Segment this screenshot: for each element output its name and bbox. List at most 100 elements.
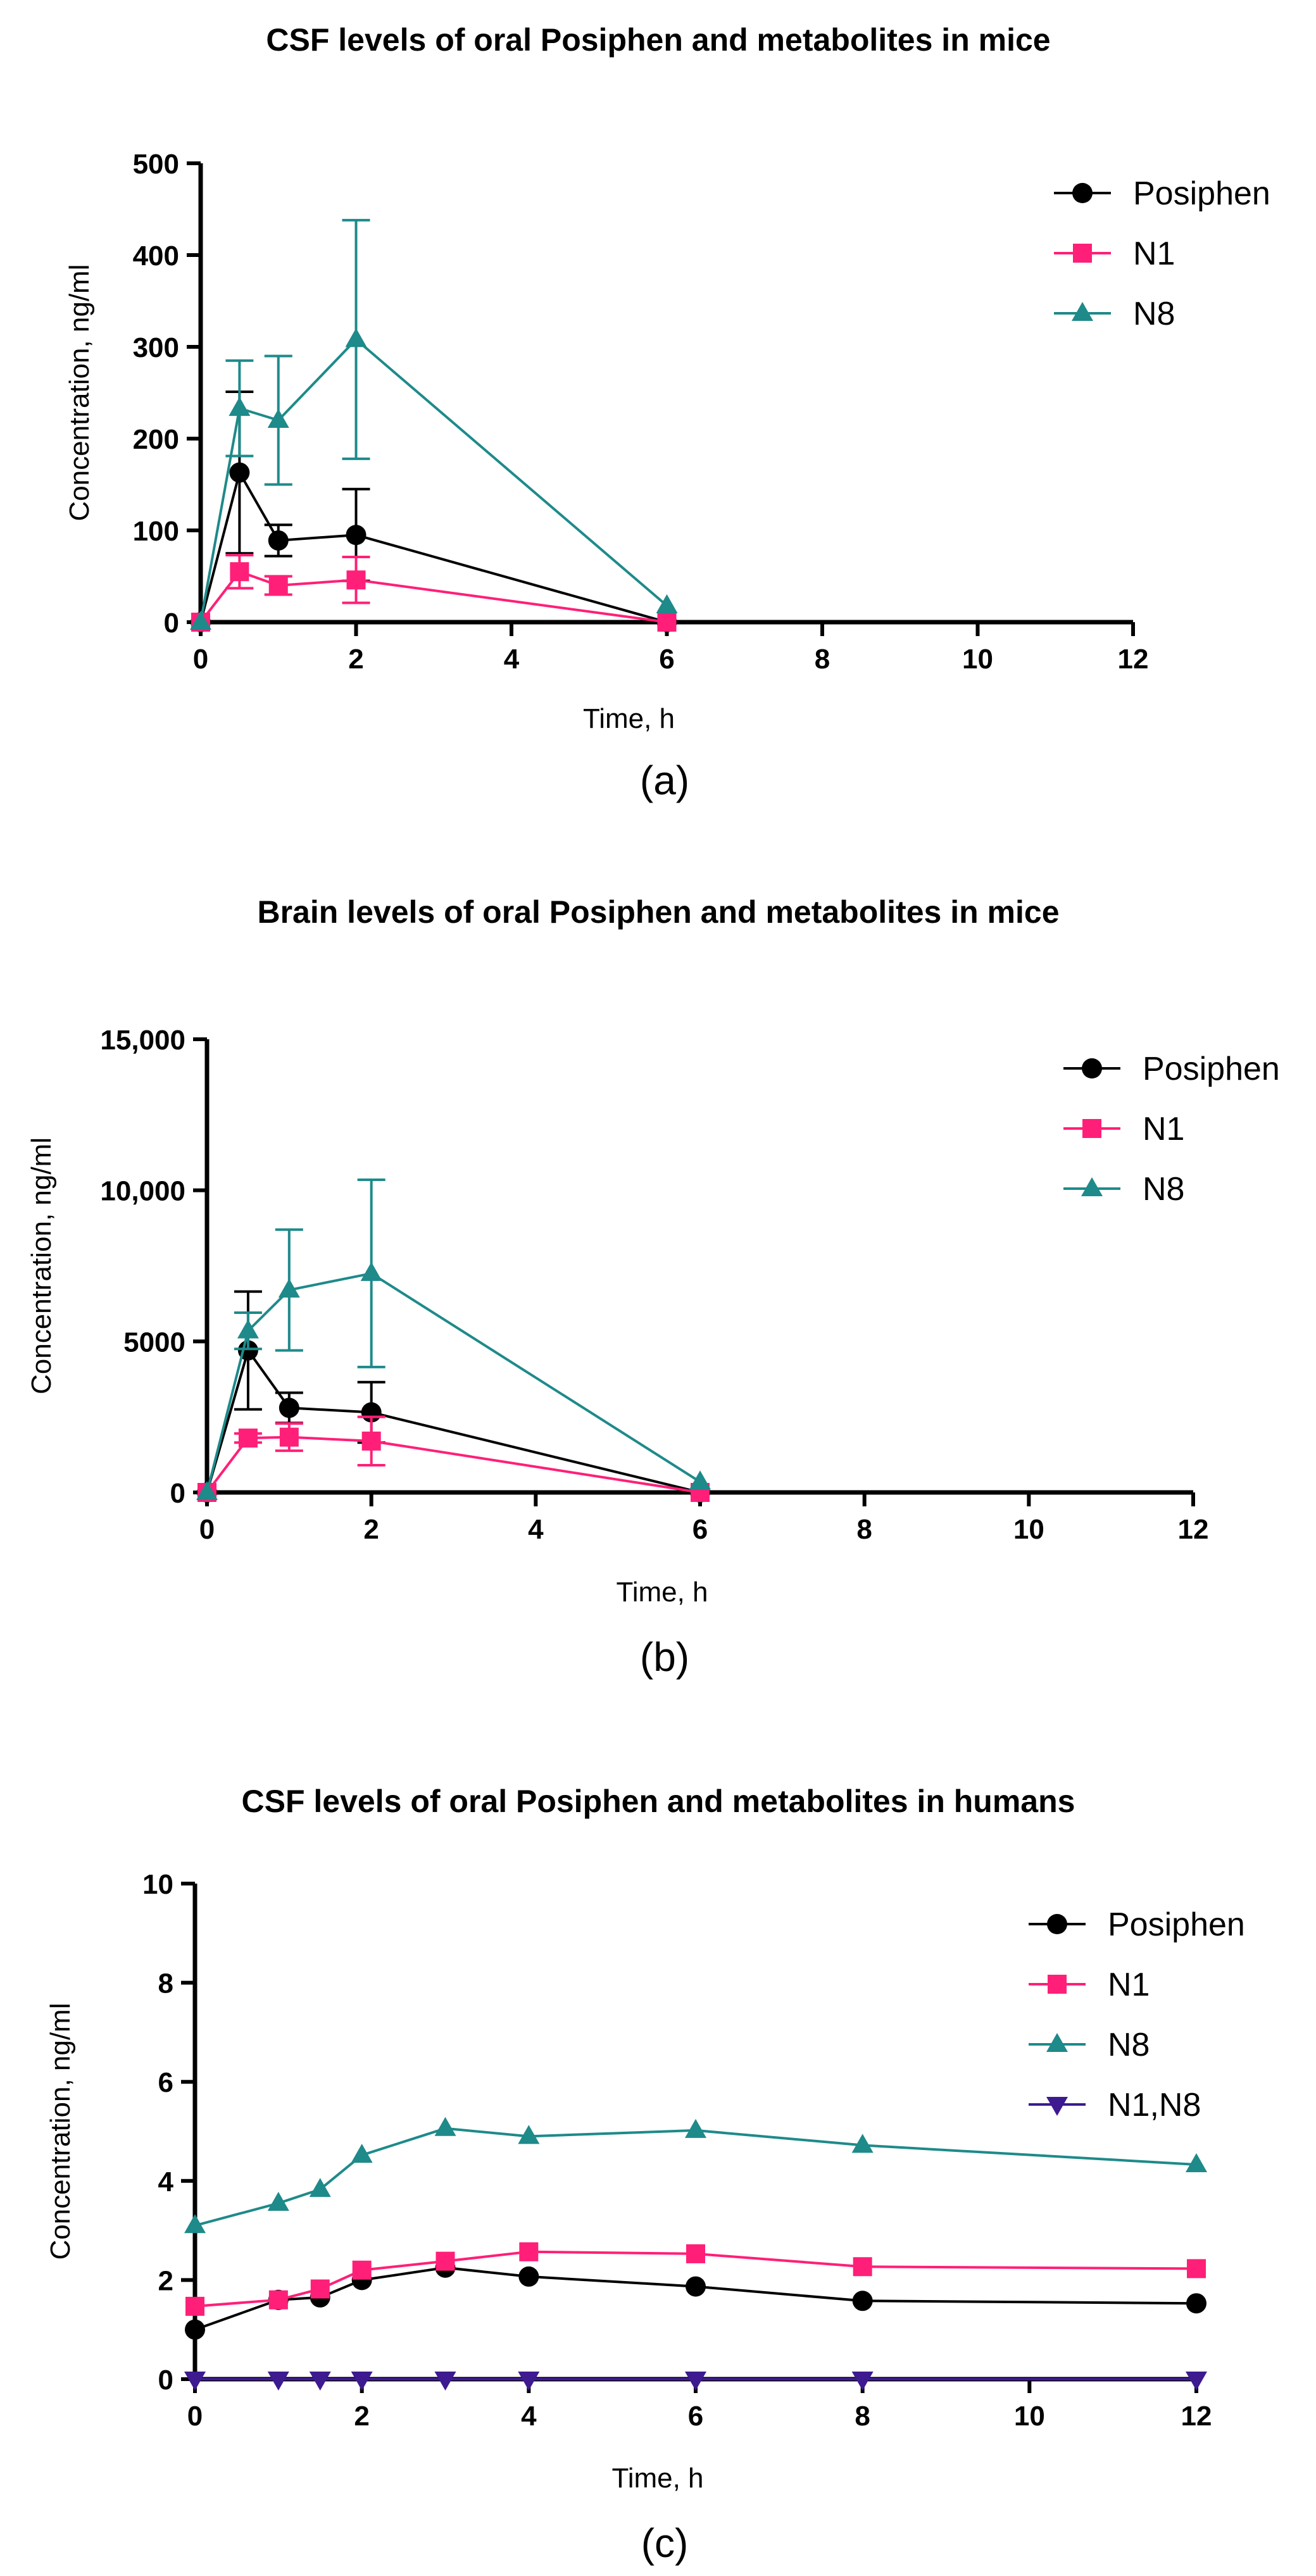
legend-item-n8: N8: [1063, 1171, 1184, 1208]
data-point-n1-n8: [267, 2372, 289, 2391]
y-tick-label: 0: [170, 1478, 185, 1509]
data-point-n8: [309, 2178, 331, 2198]
data-point-n8: [656, 594, 678, 613]
x-tick-label: 12: [1118, 644, 1149, 675]
chart-panel-a: CSF levels of oral Posiphen and metaboli…: [0, 0, 1316, 848]
data-point-posiphen: [518, 2266, 539, 2287]
data-point-n1: [853, 2257, 872, 2277]
x-axis-label: Time, h: [611, 2463, 703, 2494]
panel-caption: (b): [640, 1634, 689, 1680]
chart-panel-c: CSF levels of oral Posiphen and metaboli…: [0, 1696, 1316, 2576]
series-line-posiphen: [206, 1347, 701, 1494]
series-n8: [190, 218, 678, 630]
data-point-n8: [196, 1481, 218, 1500]
x-tick-label: 6: [688, 2401, 703, 2432]
data-point-n1: [361, 1431, 381, 1451]
legend-label: N1: [1133, 235, 1175, 272]
y-tick-label: 5000: [123, 1327, 185, 1358]
y-tick-label: 0: [164, 608, 179, 639]
data-point-n8: [685, 2118, 706, 2138]
data-point-n8: [1186, 2153, 1207, 2172]
data-point-n1: [657, 613, 677, 632]
data-point-n1-n8: [184, 2372, 206, 2391]
legend-item-posiphen: Posiphen: [1029, 1906, 1245, 1943]
legend: Posiphen N1 N8: [1063, 1051, 1280, 1208]
data-point-n8: [434, 2116, 456, 2136]
panel-caption: (a): [640, 758, 689, 803]
x-tick-label: 6: [659, 644, 674, 675]
data-point-n8: [184, 2214, 206, 2234]
chart-brain-mice: Brain levels of oral Posiphen and metabo…: [26, 894, 1280, 1680]
legend-marker: [1072, 183, 1093, 203]
data-point-posiphen: [686, 2276, 706, 2297]
legend: Posiphen N1 N8: [1054, 175, 1270, 332]
y-tick-label: 15,000: [100, 1025, 185, 1056]
data-point-n1-n8: [351, 2372, 373, 2391]
x-tick-label: 10: [1014, 2401, 1045, 2432]
data-point-n8: [278, 1279, 300, 1298]
series-posiphen: [185, 2257, 1206, 2340]
data-point-n1: [238, 1429, 258, 1448]
x-tick-label: 8: [856, 1514, 872, 1545]
data-point-n1: [436, 2251, 455, 2271]
y-tick-label: 10: [142, 1869, 173, 1900]
legend-item-n8: N8: [1054, 296, 1175, 332]
x-tick-label: 6: [692, 1514, 708, 1545]
series-line-n8: [194, 2127, 1197, 2227]
data-point-n8: [267, 2192, 289, 2211]
legend-item-n1-n8: N1,N8: [1029, 2087, 1201, 2123]
data-point-n8: [689, 1470, 711, 1490]
y-tick-label: 500: [133, 149, 179, 180]
data-point-n1-n8: [434, 2372, 456, 2391]
chart-title: Brain levels of oral Posiphen and metabo…: [257, 894, 1059, 930]
data-point-n1: [686, 2244, 705, 2263]
data-point-posiphen: [279, 1397, 299, 1418]
legend-label: N1: [1108, 1966, 1150, 2003]
legend-marker: [1047, 1914, 1067, 1934]
legend-label: Posiphen: [1143, 1051, 1280, 1087]
data-point-n1: [352, 2260, 372, 2280]
legend-marker: [1048, 1975, 1067, 1994]
data-point-n1: [268, 576, 288, 595]
x-tick-label: 2: [363, 1514, 379, 1545]
chart-panel-b: Brain levels of oral Posiphen and metabo…: [0, 848, 1316, 1696]
x-tick-label: 12: [1181, 2401, 1212, 2432]
chart-csf-mice: CSF levels of oral Posiphen and metaboli…: [64, 22, 1270, 803]
legend-marker: [1082, 1119, 1101, 1138]
x-tick-label: 12: [1178, 1514, 1209, 1545]
y-tick-label: 0: [158, 2365, 173, 2396]
legend-marker: [1072, 302, 1093, 321]
data-point-n1: [1187, 2259, 1206, 2279]
x-tick-label: 2: [348, 644, 363, 675]
y-axis-label: Concentration, ng/ml: [26, 1137, 57, 1394]
legend-item-n1: N1: [1029, 1966, 1150, 2003]
y-tick-label: 300: [133, 332, 179, 363]
x-tick-label: 8: [815, 644, 830, 675]
y-tick-label: 4: [158, 2166, 174, 2198]
x-tick-label: 4: [528, 1514, 544, 1545]
data-point-posiphen: [229, 462, 250, 483]
legend-marker: [1046, 2033, 1068, 2052]
data-point-n8: [190, 611, 211, 630]
data-point-posiphen: [852, 2291, 873, 2311]
data-point-n1: [279, 1427, 299, 1447]
legend-label: N1: [1143, 1111, 1184, 1147]
x-axis-label: Time, h: [583, 703, 675, 734]
panel-caption: (c): [641, 2520, 689, 2566]
x-tick-label: 0: [187, 2401, 203, 2432]
data-point-posiphen: [346, 525, 367, 546]
legend-label: N8: [1108, 2027, 1150, 2063]
legend-label: N1,N8: [1108, 2087, 1201, 2123]
y-tick-label: 200: [133, 424, 179, 455]
y-axis-label: Concentration, ng/ml: [45, 2003, 76, 2260]
chart-title: CSF levels of oral Posiphen and metaboli…: [266, 22, 1050, 58]
x-tick-label: 8: [855, 2401, 870, 2432]
series-n8: [196, 1178, 711, 1500]
data-point-n1: [346, 570, 366, 590]
data-point-n8: [345, 328, 367, 347]
data-point-n1-n8: [518, 2372, 540, 2391]
data-point-n1-n8: [851, 2372, 874, 2391]
data-point-n8: [267, 409, 289, 428]
x-tick-label: 2: [354, 2401, 369, 2432]
legend-marker: [1073, 244, 1092, 263]
